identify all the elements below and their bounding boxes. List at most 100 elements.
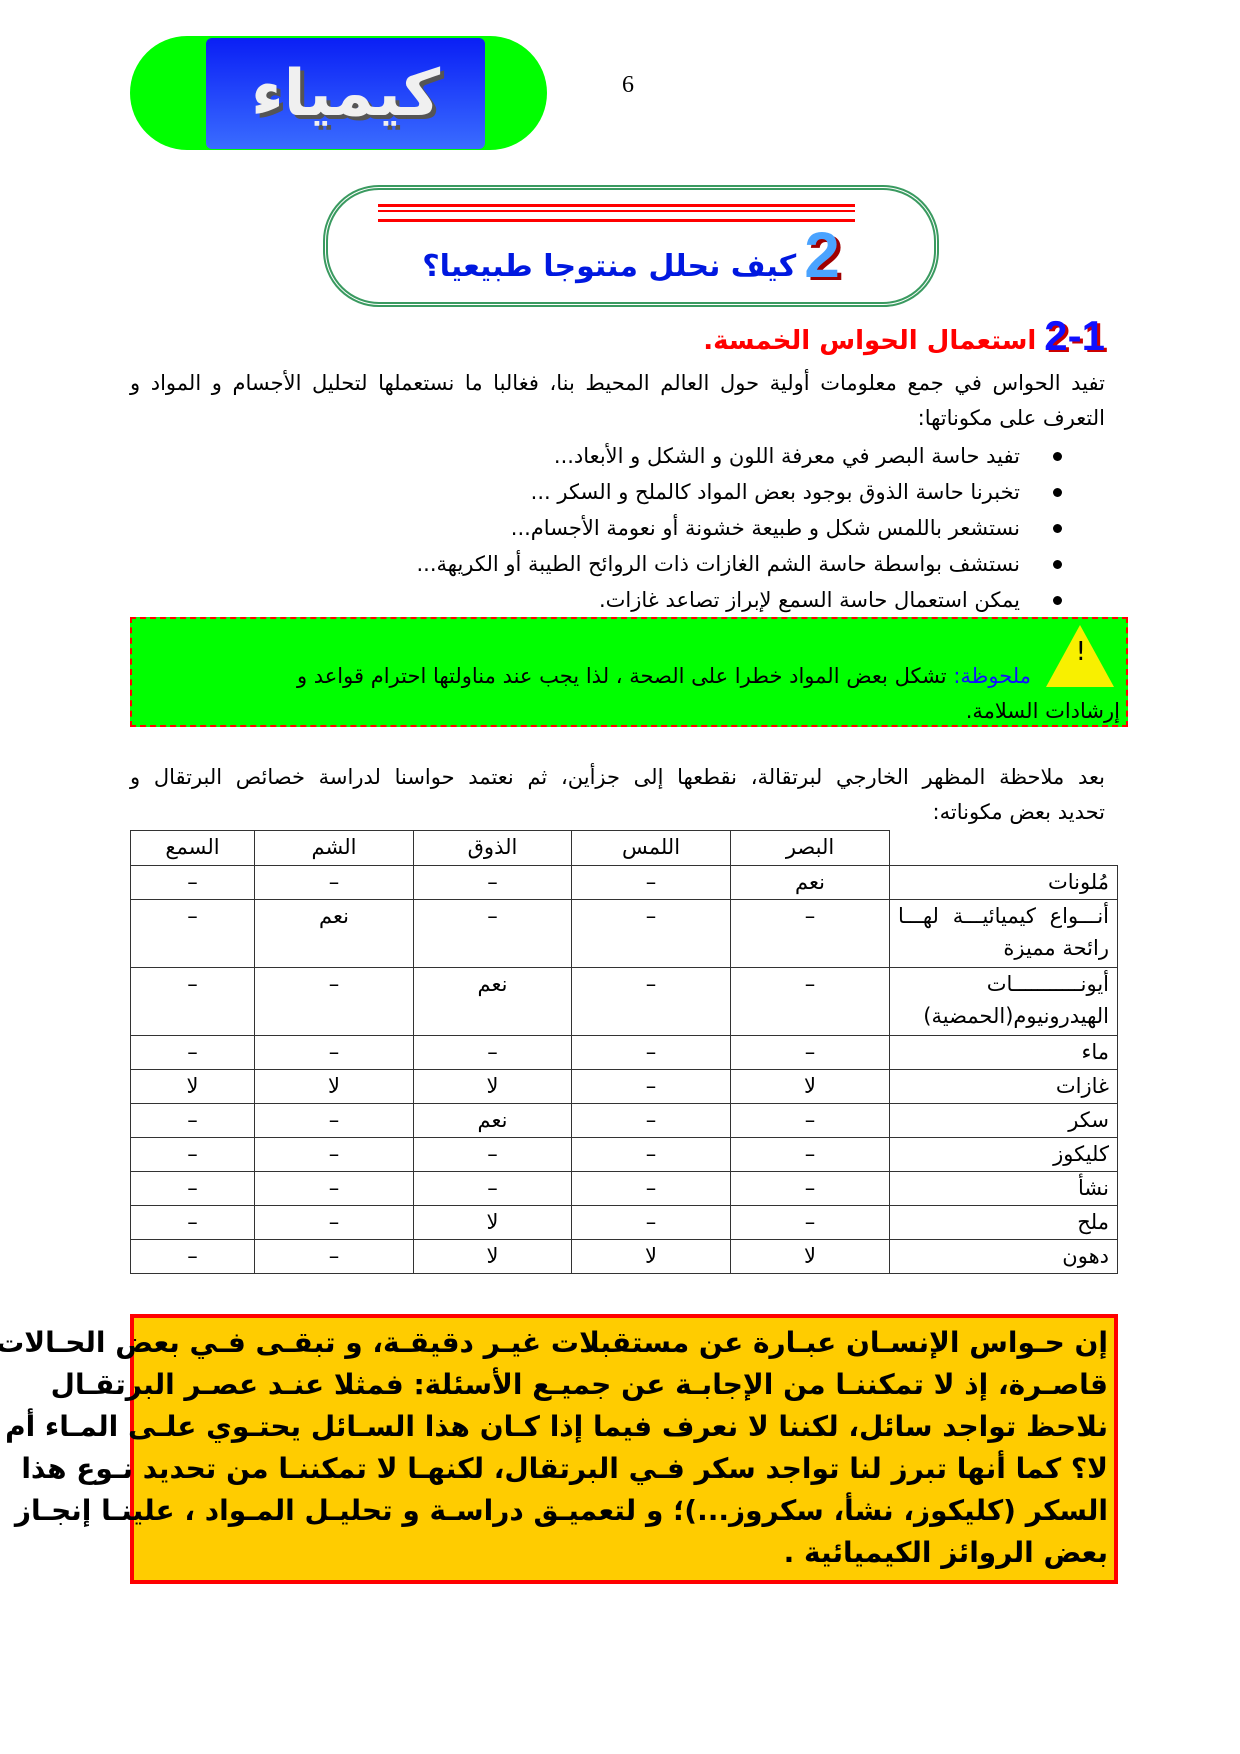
row-label: أنـــواع كيميائيـــة لهـــا رائحة مميزة [889,899,1118,968]
summary-line: قاصـرة، إذ لا تمكننـا من الإجابـة عن جمي… [50,1368,1108,1401]
chapter-title-text: كيف نحلل منتوجا طبيعيا؟ [422,249,797,284]
table-cell: – [413,865,572,900]
note-body: تشكل بعض المواد خطرا على الصحة ، لذا يجب… [296,664,947,688]
table-row: كليكوز – – – – – [130,1137,1118,1172]
summary-line: السكر (كليكوز، نشأ، سكروز...)؛ و لتعميـق… [14,1494,1108,1527]
summary-box: إن حـواس الإنسـان عبـارة عن مستقبلات غيـ… [0,1314,1118,1584]
table-cell: لا [254,1069,414,1104]
table-cell: – [571,1035,731,1070]
title-frame [323,185,939,307]
column-header: السمع [130,830,255,866]
list-item: نستشف بواسطة حاسة الشم الغازات ذات الروا… [300,546,1070,582]
table-row: سكر – – نعم – – [130,1103,1118,1138]
row-label: نشأ [889,1171,1118,1206]
column-header: اللمس [571,830,731,866]
section-number: 2-1 [1044,312,1105,359]
bullet-icon [1053,596,1062,605]
table-cell: نعم [730,865,890,900]
table-cell: – [571,967,731,1036]
table-cell: لا [413,1239,572,1274]
row-label: غازات [889,1069,1118,1104]
list-item: تفيد حاسة البصر في معرفة اللون و الشكل و… [300,438,1070,474]
table-cell: – [130,899,255,968]
table-row: نشأ – – – – – [130,1171,1118,1206]
table-row: ملح – – لا – – [130,1205,1118,1240]
column-header: البصر [730,830,890,866]
table-cell: – [571,899,731,968]
section-heading: 2-1 استعمال الحواس الخمسة. [703,312,1105,360]
logo-text: كيمياء [250,56,441,131]
bullet-icon [1053,452,1062,461]
row-label: دهون [889,1239,1118,1274]
summary-line: نلاحظ تواجد سائل، لكننا لا نعرف فيما إذا… [5,1410,1108,1443]
table-cell: – [730,1137,890,1172]
table-cell: لا [571,1239,731,1274]
table-cell: – [130,1103,255,1138]
list-item-text: نستشعر باللمس شكل و طبيعة خشونة أو نعومة… [510,516,1020,540]
table-cell: – [254,1205,414,1240]
warning-triangle-icon [1046,625,1114,687]
bullet-icon [1053,488,1062,497]
table-cell: – [130,1171,255,1206]
bullet-icon [1053,524,1062,533]
table-cell: – [254,865,414,900]
bullet-icon [1053,560,1062,569]
table-cell: نعم [413,967,572,1036]
exclamation-icon: ! [1075,637,1086,667]
table-cell: – [254,967,414,1036]
paragraph-line: تحديد بعض مكوناته: [932,800,1105,824]
list-item-text: تفيد حاسة البصر في معرفة اللون و الشكل و… [553,444,1020,468]
table-row: أنـــواع كيميائيـــة لهـــا رائحة مميزة –… [130,899,1118,968]
safety-note: ! ملحوظة: تشكل بعض المواد خطرا على الصحة… [130,617,1128,727]
table-cell: – [730,899,890,968]
note-text: ملحوظة: تشكل بعض المواد خطرا على الصحة ،… [151,659,1031,694]
summary-line: بعض الروائز الكيميائية . [783,1536,1108,1569]
senses-table: البصر اللمس الذوق الشم السمع مُلونات نعم – – – – أ… [130,830,1118,1274]
table-cell: لا [730,1239,890,1274]
list-item: يمكن استعمال حاسة السمع لإبراز تصاعد غاز… [300,582,1070,618]
paragraph-line: التعرف على مكوناتها: [917,406,1105,430]
intro-paragraph: تفيد الحواس في جمع معلومات أولية حول الع… [130,366,1105,436]
table-cell: – [254,1137,414,1172]
observation-paragraph: بعد ملاحظة المظهر الخارجي لبرتقالة، نقطع… [130,760,1105,830]
table-cell: – [571,1205,731,1240]
note-label: ملحوظة: [953,664,1031,688]
logo: كيمياء [206,38,485,149]
table-cell: – [730,1171,890,1206]
table-cell: – [130,1137,255,1172]
table-cell: – [730,1103,890,1138]
table-cell: – [130,1239,255,1274]
table-cell: – [413,1137,572,1172]
table-cell: – [254,1035,414,1070]
table-cell: – [130,967,255,1036]
list-item-text: تخبرنا حاسة الذوق بوجود بعض المواد كالمل… [530,480,1020,504]
table-cell: – [413,1035,572,1070]
table-cell: – [571,865,731,900]
list-item: تخبرنا حاسة الذوق بوجود بعض المواد كالمل… [300,474,1070,510]
summary-line: إن حـواس الإنسـان عبـارة عن مستقبلات غيـ… [0,1326,1108,1359]
table-row: ماء – – – – – [130,1035,1118,1070]
table-cell: – [730,967,890,1036]
table-row: غازات لا – لا لا لا [130,1069,1118,1104]
section-heading-text: استعمال الحواس الخمسة. [703,326,1037,356]
table-cell: – [413,899,572,968]
table-corner [889,830,1118,866]
table-cell: – [571,1069,731,1104]
table-cell: لا [730,1069,890,1104]
table-cell: نعم [254,899,414,968]
paragraph-line: تفيد الحواس في جمع معلومات أولية حول الع… [130,371,1105,395]
table-cell: لا [413,1205,572,1240]
column-header: الذوق [413,830,572,866]
table-cell: – [254,1171,414,1206]
table-cell: – [413,1171,572,1206]
table-header-row: البصر اللمس الذوق الشم السمع [130,830,1118,866]
table-cell: – [730,1205,890,1240]
table-cell: لا [130,1069,255,1104]
list-item: نستشعر باللمس شكل و طبيعة خشونة أو نعومة… [300,510,1070,546]
table-cell: نعم [413,1103,572,1138]
senses-list: تفيد حاسة البصر في معرفة اللون و الشكل و… [300,438,1070,618]
chapter-title: 2 كيف نحلل منتوجا طبيعيا؟ [323,218,939,292]
table-cell: – [130,865,255,900]
row-label: ماء [889,1035,1118,1070]
paragraph-line: بعد ملاحظة المظهر الخارجي لبرتقالة، نقطع… [130,765,1105,789]
